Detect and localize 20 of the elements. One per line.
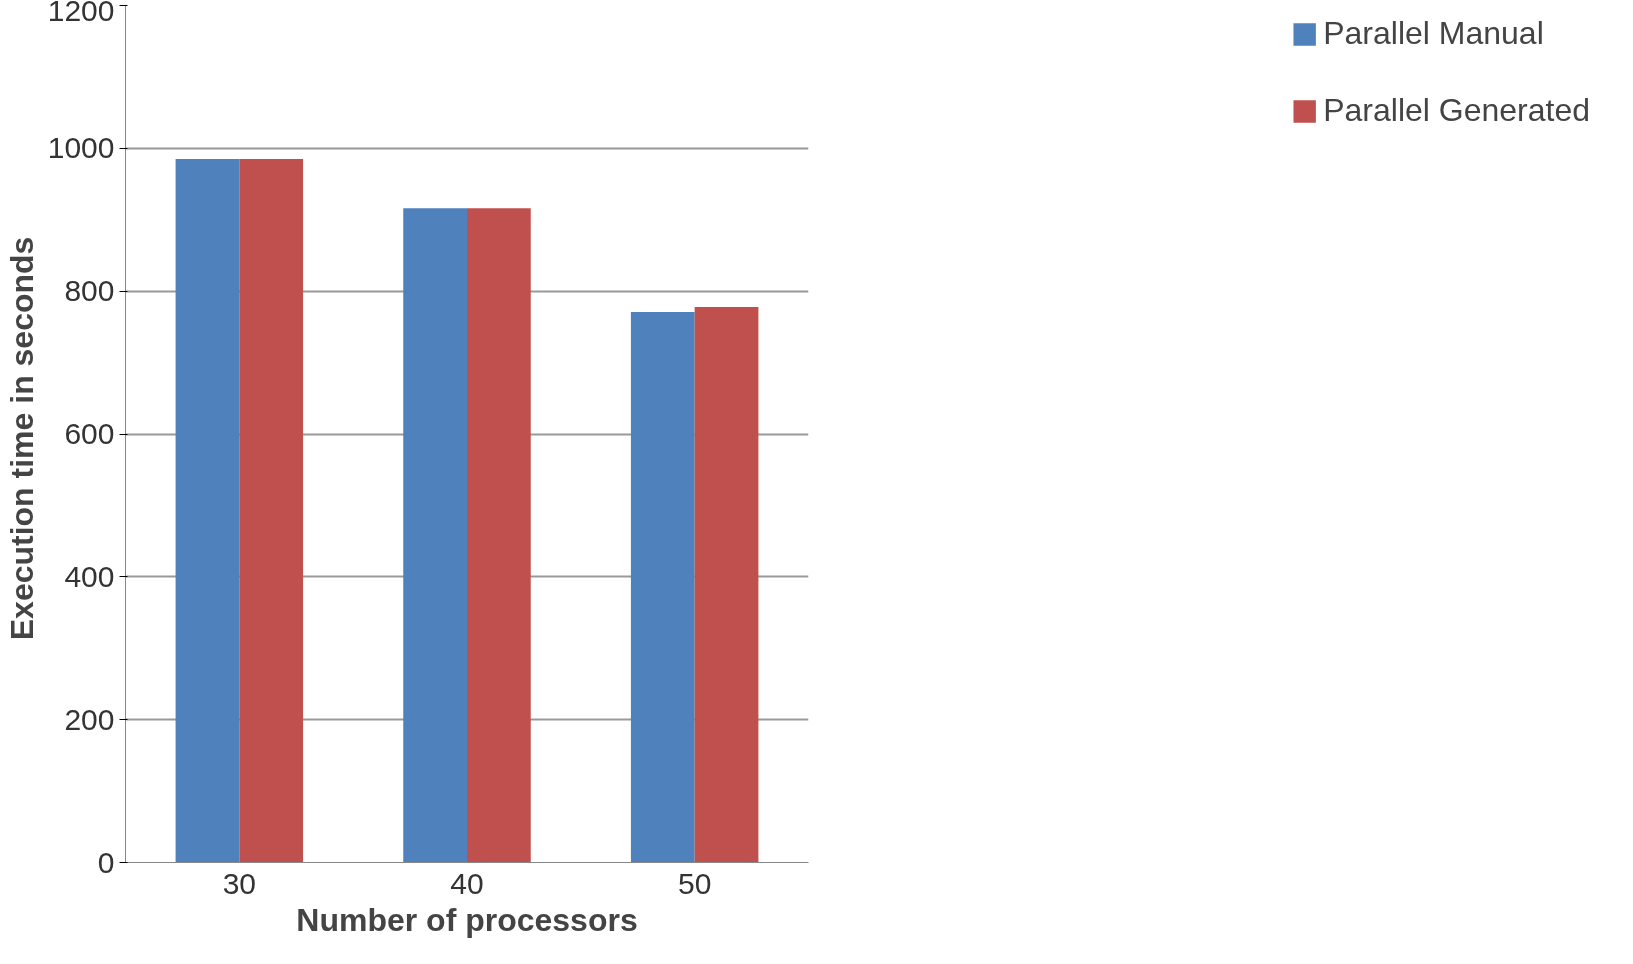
x-tick-label: 30 xyxy=(222,866,257,900)
y-tick-label: 0 xyxy=(97,845,115,879)
y-tick-label: 600 xyxy=(64,417,115,450)
y-axis-title: Execution time in seconds xyxy=(3,236,40,641)
bar xyxy=(175,159,240,863)
y-tick-label: 800 xyxy=(64,274,115,308)
legend-label: Parallel Manual xyxy=(1323,15,1544,52)
bar xyxy=(467,208,531,863)
x-tick-label: 40 xyxy=(450,866,484,900)
bar xyxy=(403,208,467,863)
bar xyxy=(630,311,695,863)
y-tick-label: 1200 xyxy=(47,0,115,27)
y-tick-label: 1000 xyxy=(47,131,115,165)
y-tick-label: 400 xyxy=(64,559,115,593)
x-axis-title: Number of processors xyxy=(296,901,638,938)
legend-label: Parallel Generated xyxy=(1323,92,1590,129)
bar xyxy=(239,159,304,863)
x-tick-label: 50 xyxy=(677,866,712,900)
bar xyxy=(694,306,759,863)
y-tick-label: 200 xyxy=(64,702,115,736)
